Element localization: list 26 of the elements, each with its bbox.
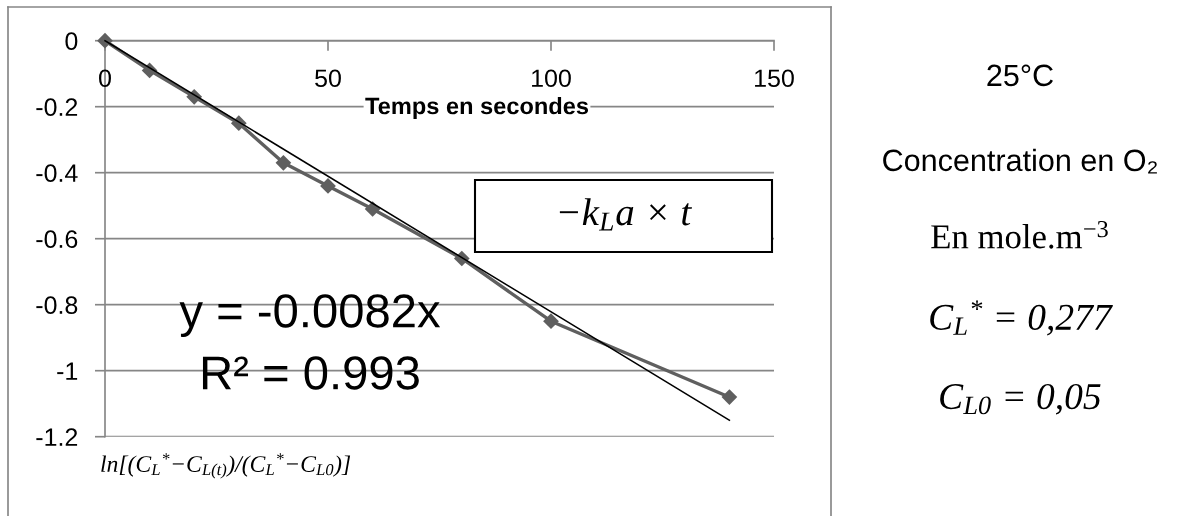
point <box>721 389 738 405</box>
x-axis-title: Temps en secondes <box>365 97 589 120</box>
annotation: R² = 0.993 <box>202 356 419 390</box>
text: En mole.m$^{−3}$ <box>931 220 1108 249</box>
point <box>275 154 292 171</box>
text: 25°C <box>987 64 1053 87</box>
y-tick-label: -0.8 <box>36 296 78 314</box>
text: C$_{L}$$^{*}$ = 0,277 <box>930 300 1113 336</box>
point <box>364 201 381 217</box>
y-tick-label: -1.2 <box>36 428 78 446</box>
annotation: y = -0.0082x <box>179 294 441 338</box>
point <box>320 178 336 194</box>
text: Concentration en O₂ <box>883 148 1157 174</box>
text: ln[(C$_{L}$$^{*}$−C$_{L(t)}$)/(C$_{L}$$^{*}$−C$_{L0}$)] <box>101 453 351 479</box>
text: C$_{L0}$ = 0,05 <box>940 383 1101 415</box>
y-tick-label: -1 <box>57 362 78 380</box>
y-tick-label: 0 <box>65 32 78 50</box>
y-tick-label: -0.4 <box>36 164 78 182</box>
point <box>543 313 559 330</box>
y-tick-label: -0.2 <box>36 98 78 116</box>
x-tick-label: 150 <box>755 69 794 88</box>
annotation: −k$_{L}$a × t <box>559 198 693 231</box>
x-tick-label: 100 <box>532 69 571 88</box>
y-tick-label: -0.6 <box>36 230 78 248</box>
x-tick-label: 50 <box>315 69 341 88</box>
x-tick-label: 0 <box>99 69 111 88</box>
